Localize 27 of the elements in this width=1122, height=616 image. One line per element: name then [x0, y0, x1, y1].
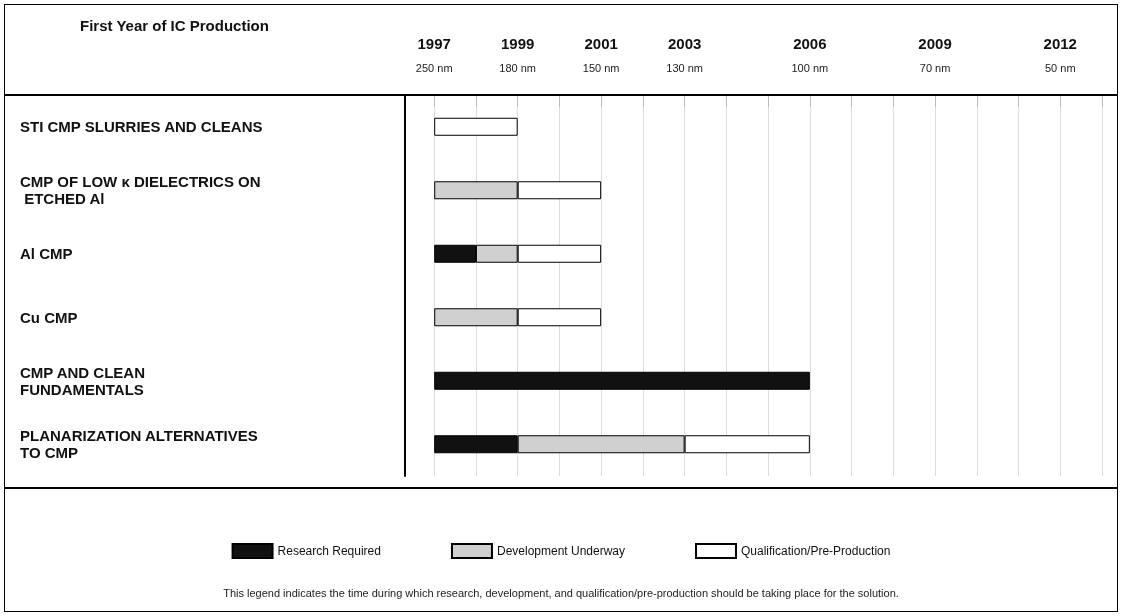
text: This legend indicates the time during which research, development, and qualification/pre-production should be taking place for the solution. [223, 586, 899, 599]
y-tick-label: Al CMP [20, 245, 73, 263]
y-tick-label: PLANARIZATION ALTERNATIVES TO CMP [20, 427, 262, 462]
y-tick-label: STI CMP SLURRIES AND CLEANS [20, 118, 263, 136]
y-tick-label: CMP AND CLEAN FUNDAMENTALS [20, 363, 150, 398]
text: 150 nm [582, 61, 620, 74]
x-axis-title: First Year of IC Production [80, 17, 269, 34]
x-tick-label: 2006 [793, 35, 827, 52]
text: 100 nm [791, 61, 829, 74]
y-tick-label: Cu CMP [20, 308, 78, 326]
x-tick-label: 2012 [1043, 35, 1077, 52]
text: 250 nm [415, 61, 453, 74]
text: 50 nm [1044, 61, 1076, 74]
x-tick-label: 2009 [918, 35, 952, 52]
text: 180 nm [499, 61, 537, 74]
bar [434, 371, 810, 390]
bar [434, 117, 518, 136]
text: 70 nm [919, 61, 951, 74]
x-tick-label: 1997 [417, 35, 451, 52]
x-tick-label: 2001 [584, 35, 618, 52]
x-tick-label: 1999 [501, 35, 535, 52]
legend-label: Development Underway [496, 544, 626, 558]
y-tick-label: CMP OF LOW κ DIELECTRICS ON ETCHED Al [20, 173, 261, 208]
x-tick-label: 2003 [667, 35, 702, 52]
legend-label: Research Required [277, 544, 381, 558]
legend-label: Qualification/Pre-Production [741, 544, 891, 558]
text: 130 nm [666, 61, 703, 74]
